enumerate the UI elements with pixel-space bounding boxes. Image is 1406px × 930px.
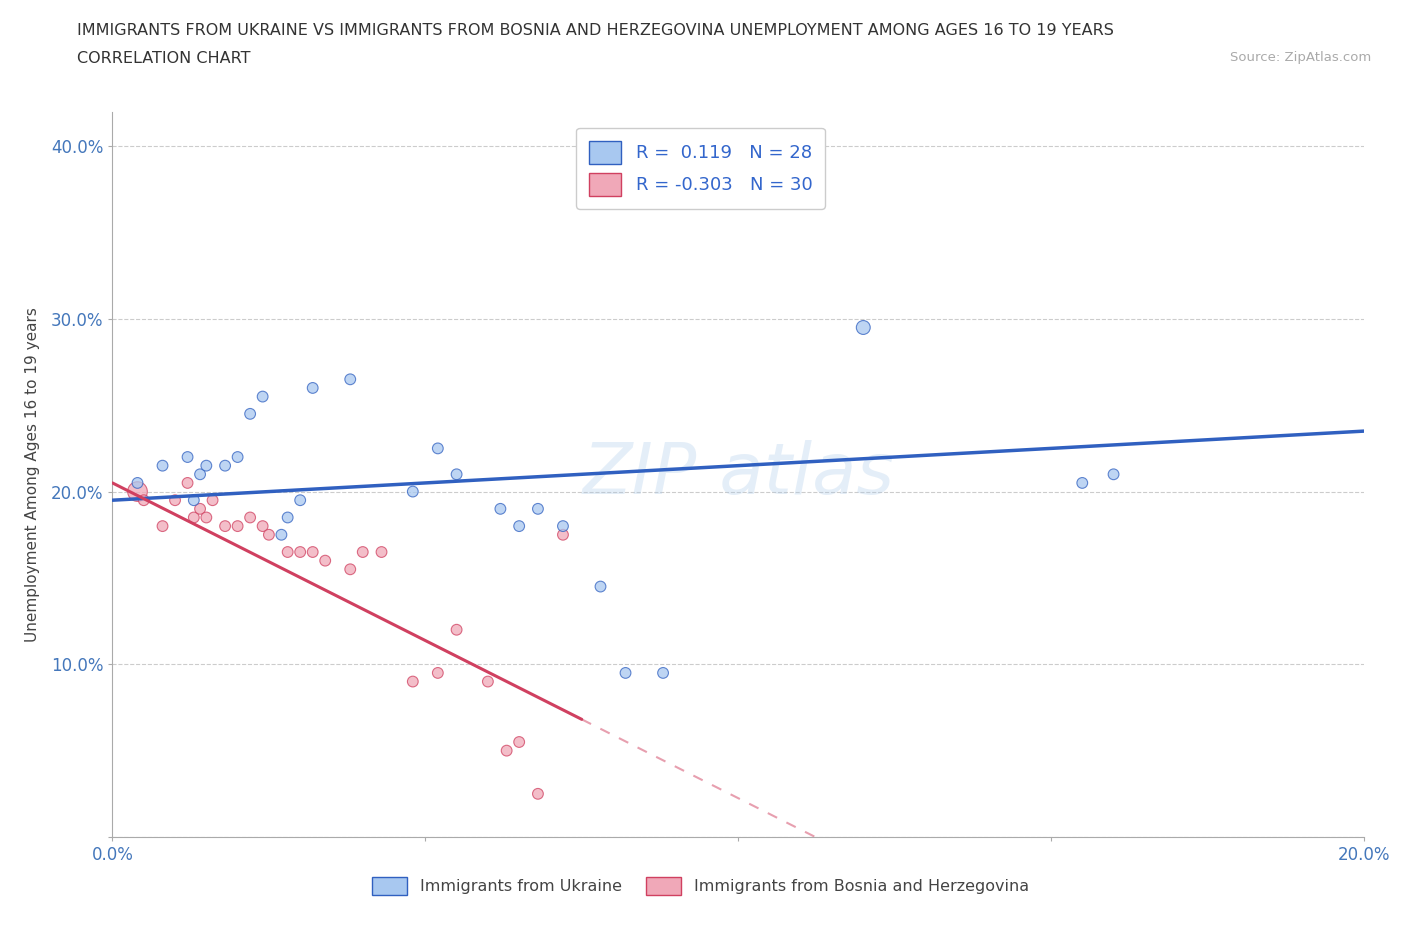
Point: [339, 562, 361, 577]
Point: [477, 674, 499, 689]
Point: [1071, 475, 1094, 490]
Point: [402, 674, 425, 689]
Point: [127, 485, 149, 499]
Point: [527, 787, 550, 802]
Point: [252, 519, 274, 534]
Legend: Immigrants from Ukraine, Immigrants from Bosnia and Herzegovina: Immigrants from Ukraine, Immigrants from…: [366, 870, 1035, 901]
Point: [446, 467, 468, 482]
Point: [195, 458, 218, 473]
Point: [132, 493, 155, 508]
Point: [152, 519, 174, 534]
Point: [426, 441, 449, 456]
Point: [589, 579, 612, 594]
Point: [551, 519, 574, 534]
Point: [226, 519, 249, 534]
Text: Source: ZipAtlas.com: Source: ZipAtlas.com: [1230, 51, 1371, 64]
Point: [370, 545, 392, 560]
Point: [277, 510, 299, 525]
Point: [527, 501, 550, 516]
Point: [226, 449, 249, 464]
Point: [290, 493, 312, 508]
Point: [446, 622, 468, 637]
Point: [290, 545, 312, 560]
Point: [614, 666, 637, 681]
Point: [270, 527, 292, 542]
Point: [195, 510, 218, 525]
Point: [727, 191, 749, 206]
Text: ZIP atlas: ZIP atlas: [582, 440, 894, 509]
Point: [152, 458, 174, 473]
Point: [508, 735, 530, 750]
Point: [301, 380, 323, 395]
Text: IMMIGRANTS FROM UKRAINE VS IMMIGRANTS FROM BOSNIA AND HERZEGOVINA UNEMPLOYMENT A: IMMIGRANTS FROM UKRAINE VS IMMIGRANTS FR…: [77, 23, 1114, 38]
Point: [495, 743, 517, 758]
Point: [239, 510, 262, 525]
Point: [402, 485, 425, 499]
Point: [183, 510, 205, 525]
Point: [188, 467, 211, 482]
Point: [214, 458, 236, 473]
Point: [426, 666, 449, 681]
Point: [339, 372, 361, 387]
Point: [239, 406, 262, 421]
Point: [163, 493, 186, 508]
Point: [652, 666, 675, 681]
Point: [201, 493, 224, 508]
Point: [257, 527, 280, 542]
Point: [301, 545, 323, 560]
Point: [127, 475, 149, 490]
Point: [489, 501, 512, 516]
Point: [188, 501, 211, 516]
Text: CORRELATION CHART: CORRELATION CHART: [77, 51, 250, 66]
Point: [852, 320, 875, 335]
Point: [508, 519, 530, 534]
Point: [1102, 467, 1125, 482]
Point: [352, 545, 374, 560]
Point: [214, 519, 236, 534]
Point: [314, 553, 336, 568]
Point: [176, 475, 198, 490]
Y-axis label: Unemployment Among Ages 16 to 19 years: Unemployment Among Ages 16 to 19 years: [25, 307, 39, 642]
Point: [277, 545, 299, 560]
Point: [176, 449, 198, 464]
Point: [551, 527, 574, 542]
Point: [183, 493, 205, 508]
Point: [252, 389, 274, 404]
